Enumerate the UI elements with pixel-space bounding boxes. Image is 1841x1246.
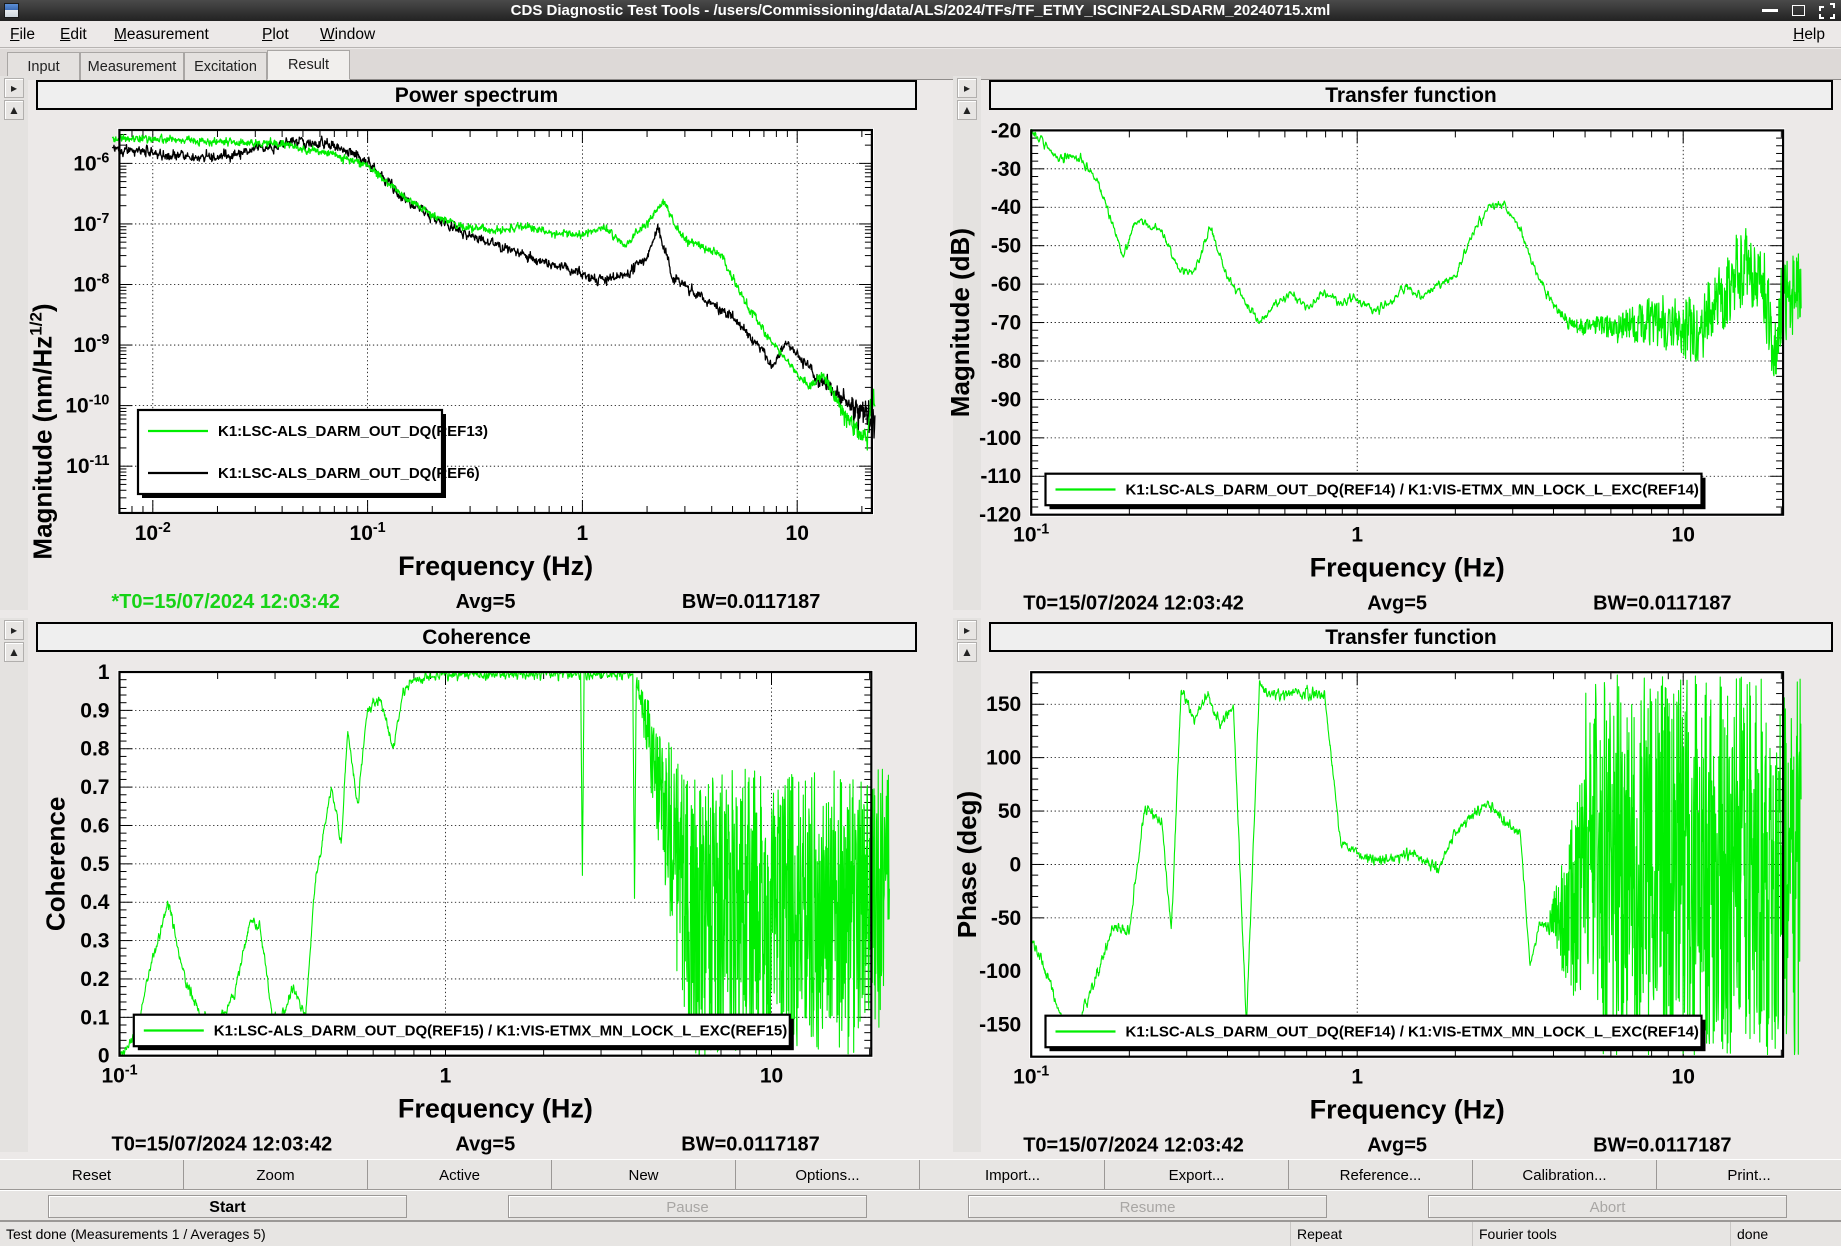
svg-text:-110: -110 — [980, 465, 1021, 488]
svg-text:10: 10 — [786, 522, 809, 545]
svg-text:1: 1 — [440, 1065, 452, 1088]
svg-text:BW=0.0117187: BW=0.0117187 — [1593, 593, 1731, 615]
svg-text:10-7: 10-7 — [73, 211, 109, 236]
svg-text:10-8: 10-8 — [73, 271, 109, 296]
svg-text:10-6: 10-6 — [73, 150, 109, 175]
svg-text:Frequency (Hz): Frequency (Hz) — [1310, 553, 1505, 583]
svg-text:0.5: 0.5 — [80, 853, 110, 876]
svg-text:T0=15/07/2024 12:03:42: T0=15/07/2024 12:03:42 — [1023, 593, 1244, 615]
svg-text:Avg=5: Avg=5 — [456, 591, 516, 613]
svg-text:K1:LSC-ALS_DARM_OUT_DQ(REF13): K1:LSC-ALS_DARM_OUT_DQ(REF13) — [218, 423, 488, 440]
svg-text:T0=15/07/2024 12:03:42: T0=15/07/2024 12:03:42 — [1023, 1135, 1244, 1157]
svg-text:-20: -20 — [991, 119, 1021, 142]
svg-text:-90: -90 — [991, 388, 1021, 411]
svg-text:0.6: 0.6 — [80, 814, 109, 837]
svg-text:10-9: 10-9 — [73, 332, 109, 357]
svg-text:10: 10 — [1672, 524, 1695, 547]
svg-text:1: 1 — [1351, 524, 1363, 547]
svg-text:Avg=5: Avg=5 — [455, 1134, 515, 1156]
svg-text:50: 50 — [998, 800, 1021, 823]
svg-text:0.7: 0.7 — [80, 776, 109, 799]
svg-text:0.3: 0.3 — [80, 930, 109, 953]
svg-text:-40: -40 — [991, 196, 1021, 219]
svg-text:0: 0 — [1010, 853, 1022, 876]
svg-text:Frequency (Hz): Frequency (Hz) — [398, 551, 593, 581]
svg-text:Frequency (Hz): Frequency (Hz) — [1310, 1095, 1505, 1125]
svg-text:0.2: 0.2 — [80, 968, 109, 991]
svg-text:10-2: 10-2 — [135, 520, 171, 545]
svg-text:T0=15/07/2024 12:03:42: T0=15/07/2024 12:03:42 — [112, 1134, 333, 1156]
svg-text:10-1: 10-1 — [1013, 1064, 1049, 1089]
svg-text:Avg=5: Avg=5 — [1367, 1135, 1427, 1157]
svg-text:150: 150 — [986, 693, 1021, 716]
svg-text:-50: -50 — [991, 235, 1021, 258]
svg-text:Frequency (Hz): Frequency (Hz) — [398, 1094, 593, 1124]
svg-text:Magnitude (dB): Magnitude (dB) — [945, 228, 975, 417]
svg-text:-80: -80 — [991, 350, 1021, 373]
svg-text:-150: -150 — [979, 1014, 1021, 1037]
svg-text:10: 10 — [760, 1065, 783, 1088]
svg-text:100: 100 — [986, 747, 1021, 770]
svg-text:-100: -100 — [979, 427, 1021, 450]
svg-text:-60: -60 — [991, 273, 1021, 296]
svg-text:BW=0.0117187: BW=0.0117187 — [681, 1134, 819, 1156]
svg-text:0.9: 0.9 — [80, 699, 109, 722]
svg-text:10-10: 10-10 — [65, 393, 109, 418]
svg-text:*T0=15/07/2024 12:03:42: *T0=15/07/2024 12:03:42 — [111, 591, 340, 613]
svg-text:-30: -30 — [991, 158, 1021, 181]
svg-text:10-11: 10-11 — [66, 453, 109, 478]
svg-text:Magnitude (nm/Hz1/2): Magnitude (nm/Hz1/2) — [26, 303, 57, 559]
svg-text:K1:LSC-ALS_DARM_OUT_DQ(REF14): K1:LSC-ALS_DARM_OUT_DQ(REF14) / K1:VIS-E… — [1126, 1024, 1699, 1041]
svg-text:0.1: 0.1 — [80, 1006, 110, 1029]
svg-text:-50: -50 — [991, 907, 1021, 930]
svg-text:-70: -70 — [991, 312, 1021, 335]
svg-text:-100: -100 — [979, 960, 1021, 983]
svg-text:K1:LSC-ALS_DARM_OUT_DQ(REF15): K1:LSC-ALS_DARM_OUT_DQ(REF15) / K1:VIS-E… — [214, 1023, 787, 1040]
svg-text:Coherence: Coherence — [41, 797, 71, 931]
svg-text:BW=0.0117187: BW=0.0117187 — [682, 591, 820, 613]
svg-text:Avg=5: Avg=5 — [1367, 593, 1427, 615]
svg-text:Phase (deg): Phase (deg) — [952, 791, 982, 938]
svg-text:0.8: 0.8 — [80, 738, 110, 761]
svg-text:1: 1 — [577, 522, 589, 545]
svg-text:K1:LSC-ALS_DARM_OUT_DQ(REF14): K1:LSC-ALS_DARM_OUT_DQ(REF14) / K1:VIS-E… — [1126, 482, 1699, 499]
svg-text:-120: -120 — [979, 504, 1021, 527]
svg-text:K1:LSC-ALS_DARM_OUT_DQ(REF6): K1:LSC-ALS_DARM_OUT_DQ(REF6) — [218, 465, 480, 482]
svg-text:BW=0.0117187: BW=0.0117187 — [1593, 1135, 1731, 1157]
svg-text:1: 1 — [98, 661, 110, 684]
svg-text:10: 10 — [1672, 1066, 1695, 1089]
svg-text:10-1: 10-1 — [350, 520, 386, 545]
svg-text:0: 0 — [98, 1045, 110, 1068]
svg-text:1: 1 — [1351, 1066, 1363, 1089]
svg-text:0.4: 0.4 — [80, 891, 110, 914]
